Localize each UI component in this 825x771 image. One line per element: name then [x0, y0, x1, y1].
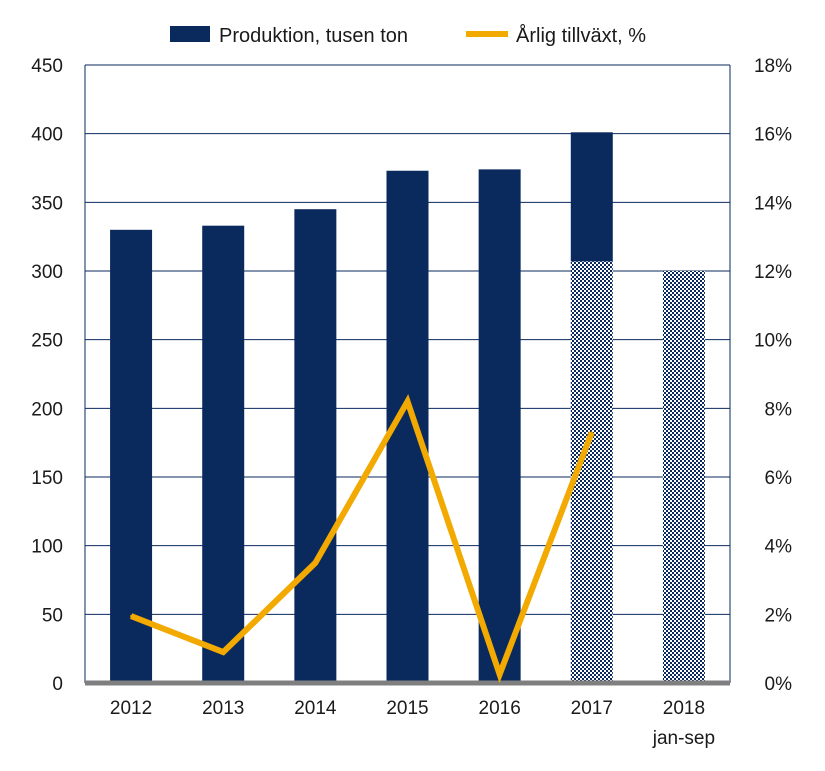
y-right-tick-label: 18% [754, 56, 792, 77]
x-axis-ticks: 2012 2013 2014 2015 2016 2017 2018 jan-sep [110, 698, 715, 749]
y-left-tick-label: 250 [31, 331, 63, 352]
x-tick-label: 2018 [663, 698, 705, 719]
y-left-tick-label: 200 [31, 399, 63, 420]
bar-2016 [478, 169, 521, 683]
x-tick-label: 2013 [202, 698, 244, 719]
y-left-tick-label: 350 [31, 193, 63, 214]
y-left-tick-label: 0 [52, 674, 63, 695]
x-tick-label: 2016 [479, 698, 521, 719]
bar-2017 [570, 132, 613, 262]
growth-point-2014 [314, 561, 317, 564]
growth-point-2015 [406, 400, 409, 403]
y-right-tick-label: 0% [765, 674, 793, 695]
y-right-tick-label: 12% [754, 262, 792, 283]
y-left-tick-label: 450 [31, 56, 63, 77]
y-right-tick-label: 10% [754, 331, 792, 352]
growth-point-2016 [498, 673, 501, 676]
growth-point-2012 [130, 615, 133, 618]
x-tick-label: 2015 [386, 698, 428, 719]
y-left-tick-label: 50 [42, 605, 63, 626]
y-left-tick-label: 300 [31, 262, 63, 283]
x-tick-sublabel: jan-sep [652, 728, 715, 749]
legend-label-production: Produktion, tusen ton [219, 25, 408, 47]
y-left-tick-label: 150 [31, 468, 63, 489]
y-right-tick-label: 2% [765, 605, 793, 626]
right-axis-ticks: 0% 2% 4% 6% 8% 10% 12% 14% 16% 18% [754, 56, 792, 695]
y-left-tick-label: 100 [31, 537, 63, 558]
x-tick-label: 2017 [571, 698, 613, 719]
x-tick-label: 2014 [294, 698, 337, 719]
y-right-tick-label: 14% [754, 193, 792, 214]
x-tick-label: 2012 [110, 698, 152, 719]
y-left-tick-label: 400 [31, 125, 63, 146]
growth-line [129, 394, 595, 684]
bar-series [110, 132, 705, 684]
y-right-tick-label: 16% [754, 125, 792, 146]
legend: Produktion, tusen ton Årlig tillväxt, % [170, 24, 646, 47]
growth-point-2017 [590, 431, 593, 434]
left-axis-ticks: 0 50 100 150 200 250 300 350 400 450 [31, 56, 63, 695]
bar-2013 [202, 225, 245, 683]
y-right-tick-label: 8% [765, 399, 793, 420]
bar-2014 [294, 209, 337, 683]
y-right-tick-label: 6% [765, 468, 793, 489]
bar-hatched-2018 [662, 271, 705, 683]
bar-2012 [110, 229, 153, 684]
growth-point-2013 [222, 651, 225, 654]
axes [84, 65, 731, 686]
y-right-tick-label: 4% [765, 537, 793, 558]
line-series [129, 394, 595, 684]
legend-label-growth: Årlig tillväxt, % [516, 24, 646, 47]
legend-swatch-production [170, 26, 210, 42]
